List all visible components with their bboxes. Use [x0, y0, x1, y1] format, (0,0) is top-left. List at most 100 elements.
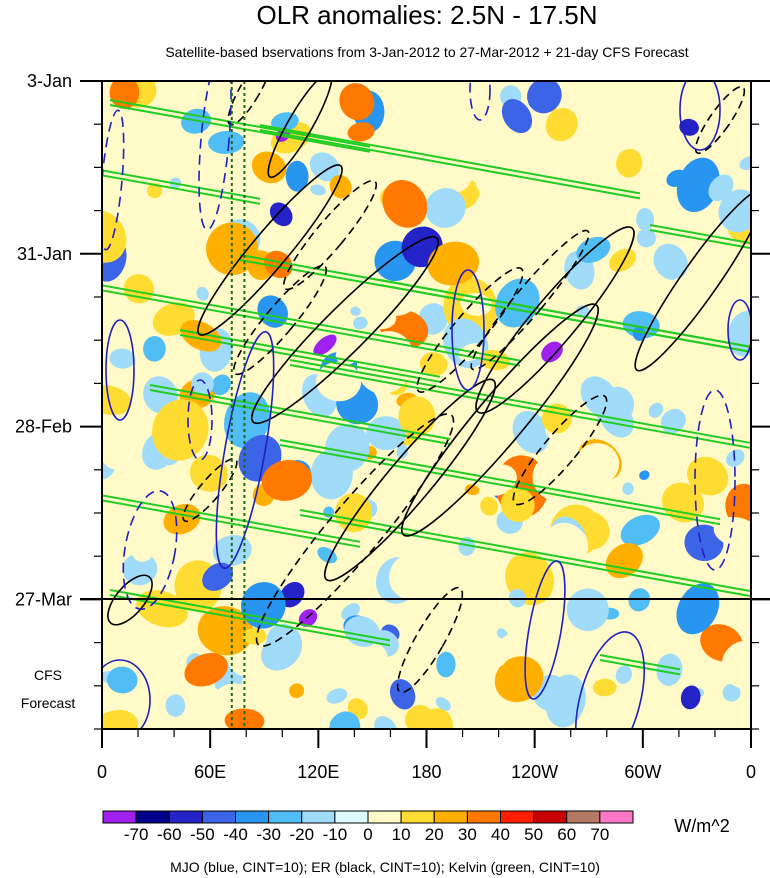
anomaly-cell [309, 152, 340, 182]
x-tick-label: 60W [624, 762, 661, 782]
anomaly-cell [388, 551, 439, 600]
mjo-contour [215, 330, 275, 570]
anomaly-cell [690, 376, 749, 439]
mjo-contour [469, 81, 491, 121]
kelvin-contour [289, 364, 751, 449]
anomaly-cell [310, 184, 326, 196]
anomaly-cell [224, 708, 265, 729]
y-tick-label: 31-Jan [17, 244, 72, 264]
anomaly-cell [356, 331, 415, 394]
colorbar-swatch [235, 810, 270, 824]
colorbar-label: 0 [363, 825, 372, 844]
reference-lines [230, 81, 246, 729]
anomaly-cell [676, 157, 720, 213]
colorbar-label: -50 [190, 825, 215, 844]
anomaly-cell [676, 583, 720, 635]
anomaly-cell [191, 686, 226, 720]
anomaly-cell [427, 241, 480, 286]
anomaly-cell [261, 460, 312, 501]
mjo-contour [575, 631, 645, 729]
kelvin-contour [279, 439, 721, 521]
kelvin-contour [179, 334, 441, 383]
er-contour [475, 226, 635, 414]
er-contour [255, 413, 455, 647]
kelvin-contour [259, 129, 641, 200]
colorbar-swatch [301, 810, 336, 824]
anomaly-cell [309, 717, 330, 729]
anomaly-cell [616, 148, 643, 178]
anomaly-cell [398, 396, 436, 437]
anomaly-cell [396, 444, 409, 459]
anomaly-cell [131, 542, 153, 562]
er-contour [634, 188, 751, 372]
er-contour [267, 81, 333, 179]
chart-title: OLR anomalies: 2.5N - 17.5N [256, 0, 597, 30]
anomaly-cell [261, 631, 302, 671]
mjo-contour [451, 269, 485, 391]
kelvin-contour [599, 654, 681, 671]
mjo-contour [122, 489, 178, 611]
kelvin-contour [109, 104, 371, 153]
kelvin-contour [149, 384, 451, 440]
anomaly-cell [264, 250, 293, 279]
anomaly-cell [279, 581, 305, 608]
anomaly-cell [196, 286, 209, 301]
anomaly-cell [545, 674, 586, 728]
colorbar-swatch [367, 810, 402, 824]
colorbar-swatch [400, 810, 435, 824]
x-tick-label: 120W [511, 762, 558, 782]
anomaly-cell [271, 112, 299, 132]
colorbar-swatch [500, 810, 535, 824]
anomaly-cell [739, 156, 751, 171]
colorbar-label: 40 [491, 825, 510, 844]
anomaly-cell [189, 454, 228, 492]
kelvin-contour [649, 224, 751, 244]
anomaly-cell [501, 99, 533, 134]
anomaly-cell [722, 683, 741, 702]
kelvin-contour [299, 509, 751, 592]
anomaly-cell [700, 694, 739, 729]
kelvin-contour [599, 659, 681, 676]
mjo-contours [102, 81, 751, 729]
anomaly-cell [207, 130, 245, 154]
anomaly-cell [575, 442, 620, 485]
kelvin-contour [289, 359, 751, 444]
mjo-contour [524, 560, 566, 700]
colorbar-label: 50 [524, 825, 543, 844]
er-contour [197, 164, 343, 336]
anomaly-cell [609, 248, 637, 272]
er-contour [512, 394, 608, 506]
plot-area [102, 81, 751, 729]
mjo-contour [187, 379, 213, 461]
anomaly-cell [622, 482, 634, 496]
anomaly-cell [639, 470, 650, 481]
anomaly-cell [106, 666, 138, 694]
chart-subtitle: Satellite-based bservations from 3-Jan-2… [165, 44, 688, 60]
er-contour [232, 264, 328, 376]
er-contour [694, 85, 746, 155]
colorbar-swatch [268, 810, 303, 824]
colorbar-label: -40 [223, 825, 248, 844]
mjo-contour [102, 659, 151, 729]
kelvin-contour [102, 174, 261, 205]
anomaly-cell [366, 305, 397, 330]
x-tick-label: 60E [194, 762, 226, 782]
anomaly-cell [184, 652, 228, 687]
anomaly-cell [143, 336, 166, 362]
anomaly-cell [592, 678, 617, 697]
anomaly-cell [329, 175, 352, 199]
anomaly-cell [102, 385, 132, 415]
anomaly-cell [494, 656, 544, 703]
anomaly-cell [556, 148, 595, 180]
y-axis: 3-Jan 31-Jan 28-Feb 27-Mar [15, 71, 770, 730]
x-tick-label: 120E [297, 762, 339, 782]
kelvin-contour [299, 514, 751, 597]
x-tick-label: 0 [746, 762, 756, 782]
anomaly-cell [636, 228, 656, 248]
anomaly-cell [679, 118, 699, 136]
kelvin-contour [179, 329, 441, 378]
kelvin-contour [102, 169, 261, 200]
colorbar-label: -30 [256, 825, 281, 844]
colorbar-swatch [566, 810, 601, 824]
y-tick-label: 27-Mar [15, 589, 72, 609]
